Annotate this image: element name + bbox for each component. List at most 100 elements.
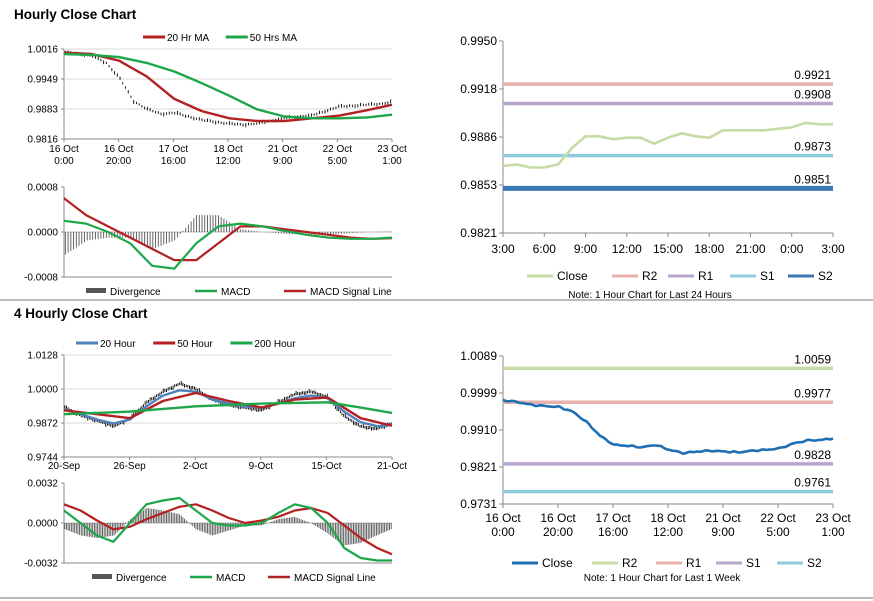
hourly-price-x-tick-label: 1:00 (382, 156, 402, 167)
hourly-levels-x-tick-label: 3:00 (491, 242, 515, 256)
four-hourly-levels-legend-label: Close (542, 556, 573, 570)
four-hourly-price-x-tick-label: 15-Oct (311, 461, 341, 472)
hourly-price-x-tick-label: 20:00 (106, 156, 131, 167)
four-hourly-macd-series-macd-signal-line (63, 503, 393, 556)
hourly-macd-series-macd (63, 219, 393, 270)
hourly-price-x-tick-label: 5:00 (328, 156, 348, 167)
hourly-price-x-tick-label: 16 Oct (49, 144, 79, 155)
hourly-levels-level-label-s1: 0.9873 (794, 140, 831, 154)
hourly-price-x-tick-label: 16 Oct (104, 144, 134, 155)
four-hourly-macd-legend-swatch (92, 574, 112, 579)
four-hourly-macd-y-tick-label: 0.0032 (27, 479, 58, 490)
hourly-levels-legend-label: R1 (698, 269, 714, 283)
hourly-price-x-tick-label: 17 Oct (159, 144, 189, 155)
four-hourly-levels-x-tick-label: 9:00 (711, 525, 735, 539)
hourly-macd-legend-label: MACD (221, 287, 250, 298)
hourly-price-series-20-hr-ma (63, 51, 393, 123)
hourly-levels-legend-label: S1 (760, 269, 775, 283)
hourly-price-x-tick-label: 21 Oct (268, 144, 298, 155)
four-hourly-macd-series-macd (63, 496, 392, 562)
four-hourly-macd-y-tick-label: 0.0000 (27, 519, 58, 530)
four-hourly-levels-level-label-s1: 0.9828 (794, 448, 831, 462)
hourly-levels-x-tick-label: 15:00 (653, 242, 683, 256)
four-hourly-macd-legend-label: Divergence (116, 573, 167, 584)
hourly-levels-x-tick-label: 18:00 (694, 242, 724, 256)
four-hourly-price-x-tick-label: 2-Oct (183, 461, 208, 472)
four-hourly-price-series-200-hour (63, 401, 393, 416)
four-hourly-macd-legend-label: MACD Signal Line (294, 573, 376, 584)
hourly-price-series-50-hrs-ma (63, 52, 393, 120)
four-hourly-levels-x-tick-label: 20:00 (543, 525, 573, 539)
four-hourly-price-legend-label: 20 Hour (100, 339, 136, 350)
hourly-levels-series-close (502, 121, 833, 169)
four-hourly-levels-x-tick-label: 21 Oct (705, 511, 741, 525)
hourly-levels-x-tick-label: 6:00 (533, 242, 557, 256)
hourly-price-legend-label: 20 Hr MA (167, 33, 210, 44)
four-hourly-price-y-tick-label: 1.0000 (27, 385, 58, 396)
hourly-price-x-tick-label: 9:00 (273, 156, 293, 167)
four-hourly-levels-x-tick-label: 18 Oct (650, 511, 686, 525)
hourly-levels-legend-label: R2 (642, 269, 658, 283)
four-hourly-price-series-20-hour (63, 389, 393, 428)
four-hourly-price-x-tick-label: 20-Sep (48, 461, 81, 472)
four-hourly-levels-x-tick-label: 16 Oct (485, 511, 521, 525)
four-hourly-levels-y-tick-label: 0.9731 (460, 497, 497, 511)
four-hourly-levels-x-tick-label: 16:00 (598, 525, 628, 539)
hourly-levels-x-tick-label: 3:00 (821, 242, 845, 256)
hourly-price-legend-label: 50 Hrs MA (250, 33, 298, 44)
four-hourly-price-y-tick-label: 1.0128 (27, 351, 58, 362)
hourly-levels-x-tick-label: 21:00 (735, 242, 765, 256)
four-hourly-levels-x-tick-label: 16 Oct (540, 511, 576, 525)
four-hourly-levels-legend-label: S2 (807, 556, 822, 570)
four-hourly-levels-legend-label: R1 (686, 556, 702, 570)
hourly-macd-y-tick-label: 0.0000 (27, 228, 58, 239)
four-hourly-levels-legend-label: S1 (746, 556, 761, 570)
four-hourly-price-y-tick-label: 0.9744 (27, 453, 58, 464)
four-hourly-levels-series-close (502, 398, 834, 456)
hourly-levels-level-label-s2: 0.9851 (794, 172, 831, 186)
four-hourly-levels-x-tick-label: 1:00 (821, 525, 845, 539)
hourly-price-x-tick-label: 18 Oct (213, 144, 243, 155)
four-hourly-macd-legend-label: MACD (216, 573, 245, 584)
hourly-price-y-tick-label: 0.9883 (27, 105, 58, 116)
hourly-price-x-tick-label: 0:00 (54, 156, 74, 167)
four-hourly-price-x-tick-label: 26-Sep (113, 461, 146, 472)
hourly-levels-level-label-r2: 0.9921 (794, 68, 831, 82)
four-hourly-levels-y-tick-label: 0.9821 (460, 460, 497, 474)
four-hourly-levels-y-tick-label: 0.9910 (460, 423, 497, 437)
hourly-levels-legend-label: S2 (818, 269, 833, 283)
hourly-price-x-tick-label: 23 Oct (377, 144, 407, 155)
four-hourly-macd-y-tick-label: -0.0032 (24, 559, 58, 570)
hourly-macd-legend-swatch (86, 288, 106, 293)
hourly-macd-legend-label: MACD Signal Line (310, 287, 392, 298)
four-hourly-levels-x-tick-label: 12:00 (653, 525, 683, 539)
hourly-price-y-tick-label: 0.9816 (27, 135, 58, 146)
hourly-levels-x-tick-label: 12:00 (612, 242, 642, 256)
hourly-levels-level-label-r1: 0.9908 (794, 88, 831, 102)
hourly-levels-x-tick-label: 9:00 (574, 242, 598, 256)
hourly-price-x-tick-label: 16:00 (161, 156, 186, 167)
hourly-levels-y-tick-label: 0.9950 (460, 34, 497, 48)
four-hourly-levels-x-tick-label: 5:00 (766, 525, 790, 539)
hourly-price-x-tick-label: 22 Oct (323, 144, 353, 155)
hourly-levels-note: Note: 1 Hour Chart for Last 24 Hours (568, 290, 731, 301)
hourly-price-x-tick-label: 12:00 (215, 156, 240, 167)
four-hourly-section-title: 4 Hourly Close Chart (14, 306, 148, 321)
hourly-macd-y-tick-label: -0.0008 (24, 273, 58, 284)
four-hourly-levels-note: Note: 1 Hour Chart for Last 1 Week (584, 573, 742, 584)
four-hourly-levels-level-label-r1: 0.9977 (794, 386, 831, 400)
four-hourly-price-y-tick-label: 0.9872 (27, 419, 58, 430)
hourly-macd-legend-label: Divergence (110, 287, 161, 298)
four-hourly-levels-legend-label: R2 (622, 556, 638, 570)
four-hourly-levels-y-tick-label: 1.0089 (460, 349, 497, 363)
hourly-levels-legend-label: Close (557, 269, 588, 283)
hourly-levels-x-tick-label: 0:00 (780, 242, 804, 256)
hourly-price-y-tick-label: 1.0016 (27, 45, 58, 56)
four-hourly-levels-x-tick-label: 0:00 (491, 525, 515, 539)
four-hourly-levels-x-tick-label: 22 Oct (760, 511, 796, 525)
hourly-levels-y-tick-label: 0.9821 (460, 226, 497, 240)
four-hourly-price-legend-label: 50 Hour (177, 339, 213, 350)
four-hourly-price-x-tick-label: 9-Oct (249, 461, 274, 472)
four-hourly-price-legend-label: 200 Hour (254, 339, 296, 350)
